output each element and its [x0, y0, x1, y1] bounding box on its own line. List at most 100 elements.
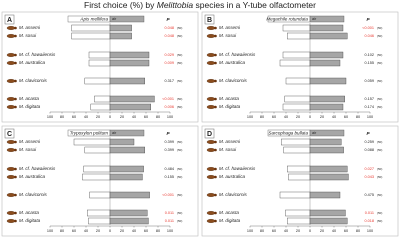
p-value: 0.011	[165, 211, 174, 215]
species-icon-head	[14, 79, 17, 83]
species-icon	[206, 193, 216, 197]
panel-label: B	[207, 17, 212, 24]
n-label: (50)	[177, 97, 182, 101]
species-icon-head	[214, 61, 217, 65]
n-label: (50)	[177, 175, 182, 179]
p-value: <0.001	[162, 193, 174, 197]
p-value: 0.059	[364, 79, 374, 83]
species-name: M. assemi	[19, 139, 41, 144]
species-icon-head	[214, 79, 217, 83]
legend-stimulus: Trypoxylon politum	[70, 130, 108, 135]
n-label: (50)	[377, 148, 382, 152]
n-label: (50)	[377, 97, 382, 101]
species-icon	[206, 167, 216, 171]
species-name: M. assemi	[219, 139, 241, 144]
species-name: M. assemi	[219, 25, 241, 30]
x-tick-label: 20	[96, 229, 100, 233]
bar-air	[109, 165, 144, 173]
species-name: M. clavicornis	[219, 78, 248, 83]
p-header: P	[366, 131, 370, 136]
species-icon	[206, 61, 216, 65]
bar-stimulus	[90, 103, 111, 111]
species-icon	[206, 175, 216, 179]
legend-air: air	[312, 17, 317, 21]
panel: C Trypoxylon politum air PM. assemi 0.399 (50…	[1, 125, 199, 237]
x-tick-label: 100	[47, 115, 53, 119]
species-icon	[206, 97, 216, 101]
x-tick-label: 80	[356, 115, 360, 119]
species-name: M. digitata	[219, 104, 241, 109]
bar-air	[309, 95, 345, 103]
x-tick-label: 100	[47, 229, 53, 233]
n-label: (50)	[377, 79, 382, 83]
x-tick-label: 60	[72, 229, 76, 233]
figure-title: First choice (%) by Melittobia species i…	[84, 0, 316, 10]
p-value: 0.046	[364, 34, 374, 38]
legend-air-box	[109, 15, 145, 23]
species-icon-head	[14, 167, 17, 171]
species-name: M. cf. hawaiiensis	[219, 52, 256, 57]
p-value: 0.018	[364, 219, 374, 223]
legend-stimulus: Megachile rotundata	[266, 16, 308, 21]
species-name: M. digitata	[19, 104, 41, 109]
species-icon	[6, 97, 16, 101]
species-icon-head	[14, 34, 17, 38]
panel-frame	[1, 11, 199, 123]
bar-stimulus	[89, 191, 111, 199]
x-tick-label: 20	[320, 229, 324, 233]
n-label: (50)	[377, 211, 382, 215]
bar-stimulus	[288, 173, 311, 181]
bar-stimulus	[287, 217, 311, 225]
x-tick-label: 40	[84, 229, 88, 233]
species-icon-head	[214, 53, 217, 57]
legend-air-box	[109, 129, 145, 137]
bar-air	[309, 217, 348, 225]
species-icon	[206, 26, 216, 30]
x-tick-label: 20	[320, 115, 324, 119]
bar-air	[109, 173, 143, 181]
bar-air	[309, 51, 344, 59]
bar-air	[309, 165, 348, 173]
title-italic: Melittobia	[157, 0, 194, 10]
species-icon	[6, 105, 16, 109]
p-value: 0.011	[365, 211, 374, 215]
bar-stimulus	[283, 146, 311, 154]
species-name: M. australica	[219, 174, 245, 179]
species-icon-head	[14, 53, 17, 57]
x-tick-label: 100	[367, 229, 373, 233]
p-value: <0.001	[362, 26, 374, 30]
bar-air	[309, 146, 344, 154]
species-icon-head	[214, 26, 217, 30]
species-icon	[206, 53, 216, 57]
species-icon-head	[214, 219, 217, 223]
x-tick-label: 60	[144, 115, 148, 119]
x-tick-label: 20	[120, 115, 124, 119]
x-tick-label: 80	[260, 115, 264, 119]
species-icon-head	[214, 175, 217, 179]
bar-stimulus	[284, 95, 311, 103]
p-value: 0.043	[364, 175, 374, 179]
bar-stimulus	[287, 32, 311, 40]
p-value: 0.029	[164, 53, 174, 57]
legend-stimulus: Apis mellifera	[79, 16, 108, 21]
panel-frame	[1, 125, 199, 237]
species-name: M. acasta	[219, 96, 239, 101]
species-icon	[6, 193, 16, 197]
species-icon	[206, 140, 216, 144]
bar-air	[109, 191, 150, 199]
bar-air	[309, 191, 341, 199]
bar-stimulus	[279, 191, 311, 199]
legend-stimulus: Sarcophaga bullata	[268, 130, 308, 135]
species-icon	[206, 34, 216, 38]
species-name: M. acasta	[219, 210, 239, 215]
species-icon	[6, 167, 16, 171]
p-value: 0.475	[364, 193, 374, 197]
n-label: (50)	[377, 105, 382, 109]
p-value: 0.157	[364, 97, 374, 101]
n-label: (50)	[177, 26, 182, 30]
n-label: (50)	[377, 34, 382, 38]
panel: A Apis mellifera air PM. assemi 0.048 (50)M. …	[1, 11, 199, 123]
panel-label: C	[7, 131, 12, 138]
p-value: 0.102	[364, 53, 374, 57]
title-text: First choice (%) by	[84, 0, 157, 10]
